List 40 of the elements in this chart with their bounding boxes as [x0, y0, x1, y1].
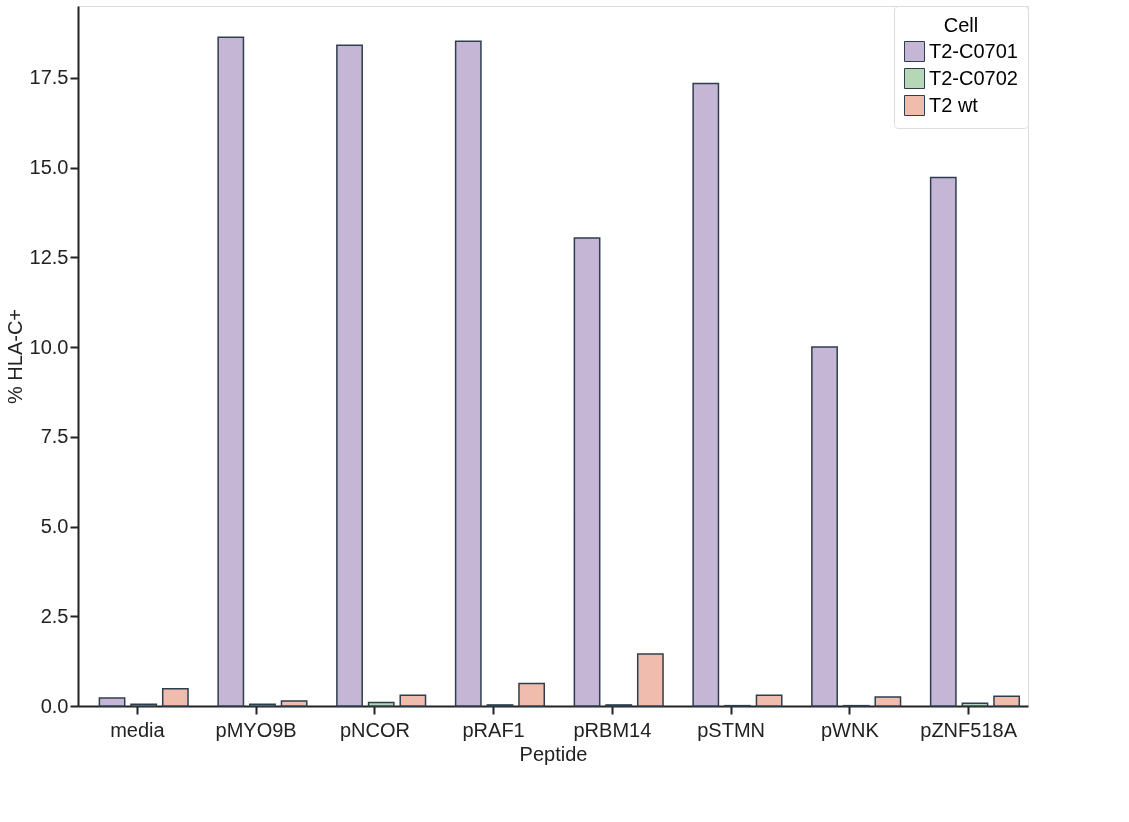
legend-label: T2 wt — [929, 93, 979, 116]
y-tick-label: 2.5 — [40, 604, 69, 627]
bar — [874, 696, 902, 707]
x-tick-label: pRAF1 — [462, 718, 525, 741]
y-tick-label: 15.0 — [29, 156, 69, 179]
x-tick-label: pZNF518A — [920, 718, 1018, 741]
x-tick-label: pMYO9B — [215, 718, 297, 741]
bar — [993, 695, 1021, 707]
legend-title: Cell — [943, 14, 979, 36]
bar — [573, 237, 601, 707]
bar — [692, 82, 720, 707]
bar — [161, 688, 189, 707]
bar — [98, 697, 126, 707]
bar — [399, 694, 427, 707]
x-tick-label: pSTMN — [697, 718, 766, 741]
y-axis-title: % HLA-C+ — [3, 308, 26, 405]
x-tick-label: media — [110, 718, 166, 741]
x-axis-title: Peptide — [519, 742, 588, 765]
legend-label: T2-C0701 — [929, 39, 1018, 62]
bar — [636, 653, 664, 707]
bar — [367, 701, 395, 707]
y-tick-label: 0.0 — [40, 694, 69, 717]
y-tick-label: 7.5 — [40, 425, 69, 448]
x-tick-label: pNCOR — [339, 718, 410, 741]
bar — [961, 702, 989, 707]
bar — [217, 36, 245, 707]
bar — [518, 682, 546, 707]
x-tick-label: pRBM14 — [573, 718, 652, 741]
legend-label: T2-C0702 — [929, 66, 1018, 89]
bar — [454, 40, 482, 707]
y-tick-label: 10.0 — [29, 335, 69, 358]
bar — [811, 346, 838, 707]
bar — [280, 700, 308, 707]
bar — [929, 176, 957, 707]
x-tick-label: pWNK — [820, 718, 880, 741]
bar — [755, 694, 783, 707]
y-tick-label: 17.5 — [29, 66, 69, 89]
bar — [336, 44, 363, 707]
y-tick-label: 12.5 — [29, 245, 69, 268]
y-tick-label: 5.0 — [40, 515, 69, 538]
